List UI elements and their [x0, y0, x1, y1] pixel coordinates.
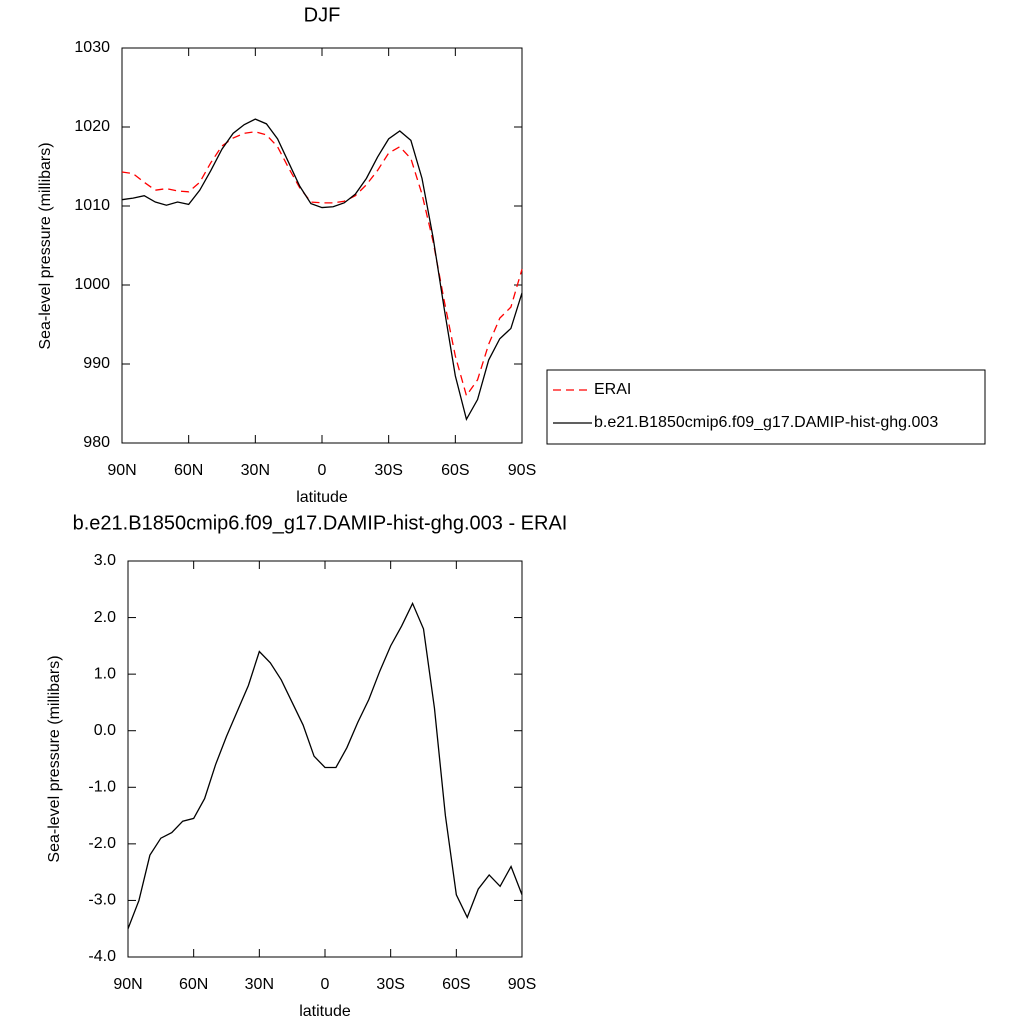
x-tick-label: 0	[318, 462, 327, 479]
plot-frame	[127, 560, 523, 958]
legend-label: b.e21.B1850cmip6.f09_g17.DAMIP-hist-ghg.…	[594, 414, 938, 431]
x-axis-label: latitude	[296, 489, 348, 506]
x-tick-label: 30S	[376, 976, 404, 993]
y-tick-label: 0.0	[94, 722, 116, 739]
y-axis-label: Sea-level pressure (millibars)	[46, 655, 63, 862]
y-tick-label: 1010	[74, 197, 110, 214]
x-tick-label: 90N	[107, 462, 136, 479]
x-tick-label: 60S	[441, 462, 469, 479]
x-tick-label: 0	[321, 976, 330, 993]
y-tick-label: 990	[83, 355, 110, 372]
y-tick-label: -4.0	[88, 948, 116, 965]
y-tick-label: -2.0	[88, 835, 116, 852]
y-tick-label: 1030	[74, 39, 110, 56]
y-tick-label: -3.0	[88, 892, 116, 909]
legend-label: ERAI	[594, 381, 631, 398]
y-tick-label: 1.0	[94, 665, 116, 682]
y-tick-label: 2.0	[94, 609, 116, 626]
y-tick-label: 1000	[74, 276, 110, 293]
chart-title: DJF	[304, 4, 341, 26]
x-tick-label: 30S	[374, 462, 402, 479]
x-tick-label: 90N	[113, 976, 142, 993]
x-tick-label: 60N	[174, 462, 203, 479]
data-line	[121, 118, 523, 422]
y-tick-label: 1020	[74, 118, 110, 135]
data-line	[127, 601, 523, 929]
plot-frame	[121, 47, 523, 444]
chart-title: b.e21.B1850cmip6.f09_g17.DAMIP-hist-ghg.…	[73, 512, 568, 534]
x-tick-label: 30N	[241, 462, 270, 479]
y-axis-label: Sea-level pressure (millibars)	[37, 142, 54, 349]
x-tick-label: 90S	[508, 462, 536, 479]
x-tick-label: 90S	[508, 976, 536, 993]
y-tick-label: 980	[83, 434, 110, 451]
x-tick-label: 30N	[245, 976, 274, 993]
legend-box	[546, 369, 986, 445]
data-line	[121, 131, 523, 398]
y-tick-label: -1.0	[88, 779, 116, 796]
x-tick-label: 60S	[442, 976, 470, 993]
x-axis-label: latitude	[299, 1003, 351, 1020]
x-tick-label: 60N	[179, 976, 208, 993]
y-tick-label: 3.0	[94, 552, 116, 569]
